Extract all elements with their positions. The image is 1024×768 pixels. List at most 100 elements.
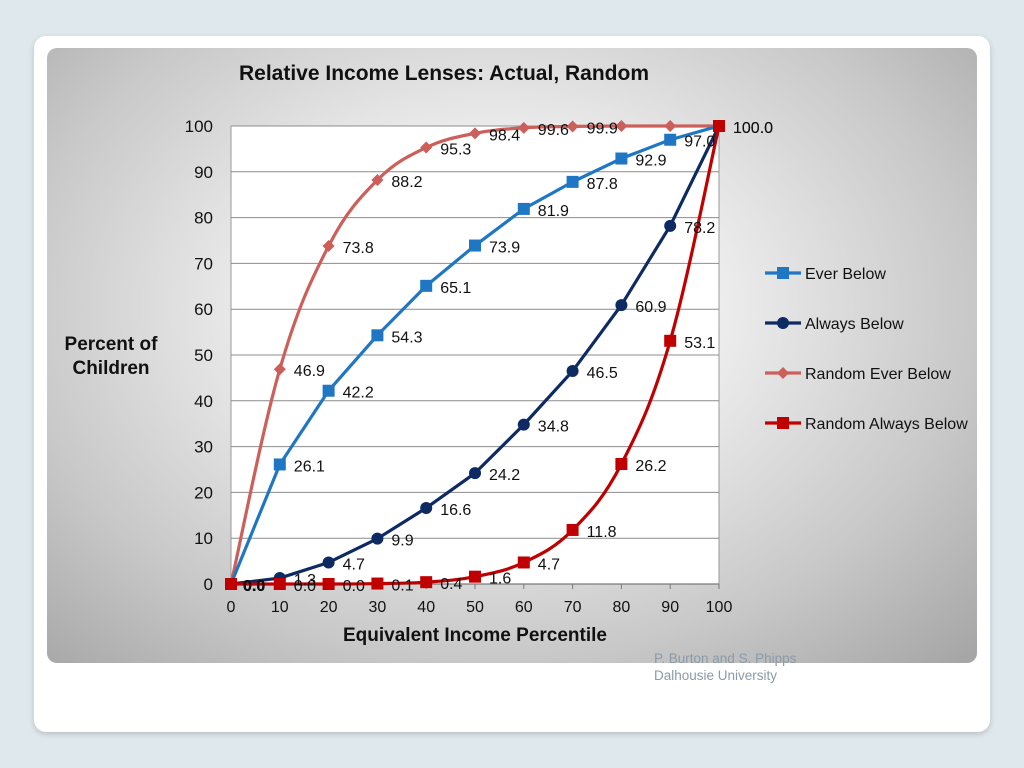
legend-marker-always-below (777, 317, 789, 329)
point-random-ever-below-20 (322, 239, 335, 252)
point-random-always-below-70 (566, 523, 579, 536)
point-random-ever-below-80 (615, 120, 628, 132)
data-label-random-always-below-60: 4.7 (538, 556, 560, 573)
data-label-random-ever-below-50: 98.4 (489, 127, 520, 144)
y-axis-label-line-2: Children (72, 358, 149, 379)
x-tick-label-0: 0 (227, 599, 236, 616)
chart-title: Relative Income Lenses: Actual, Random (239, 62, 649, 85)
data-label-ever-below-50: 73.9 (489, 240, 520, 257)
line-chart: 0 10 20 30 40 50 60 70 80 90 100 0 10 20 30 40 50 60 70 80 9… (65, 62, 969, 646)
y-tick-label-60: 60 (194, 300, 213, 319)
x-tick-label-80: 80 (613, 599, 631, 616)
point-always-below-60 (517, 418, 530, 431)
point-random-ever-below-10 (273, 363, 286, 376)
data-label-always-below-60: 34.8 (538, 419, 569, 436)
y-tick-label-30: 30 (194, 438, 213, 457)
point-random-ever-below-70 (566, 120, 579, 133)
point-always-below-30 (371, 532, 384, 545)
y-tick-label-80: 80 (194, 209, 213, 228)
data-label-always-below-70: 46.5 (587, 365, 618, 382)
data-label-ever-below-20: 42.2 (343, 385, 374, 402)
point-random-always-below-30 (371, 577, 384, 590)
y-tick-label-20: 20 (194, 483, 213, 502)
data-label-ever-below-90: 97.0 (684, 134, 715, 151)
data-label-random-always-below-70: 11.8 (587, 524, 617, 541)
y-axis-label-line-1: Percent of (65, 334, 159, 355)
y-tick-label-100: 100 (185, 117, 213, 136)
point-random-always-below-90 (664, 334, 677, 347)
point-ever-below-80 (615, 152, 628, 165)
x-tick-label-90: 90 (661, 599, 679, 616)
slide: 0 10 20 30 40 50 60 70 80 90 100 0 10 20 30 40 50 60 70 80 9… (34, 36, 990, 732)
point-random-always-below-80 (615, 458, 628, 471)
y-tick-label-10: 10 (194, 529, 213, 548)
x-axis-label: Equivalent Income Percentile (343, 625, 607, 646)
y-tick-label-50: 50 (194, 346, 213, 365)
x-tick-label-40: 40 (417, 599, 435, 616)
data-label-random-always-below-50: 1.6 (489, 571, 511, 588)
point-random-always-below-40 (420, 576, 433, 589)
data-label-always-below-0: 0.0 (243, 578, 265, 595)
x-tick-label-70: 70 (564, 599, 582, 616)
point-random-ever-below-30 (371, 174, 384, 187)
data-label-ever-below-0: 0.0 (243, 578, 265, 595)
point-ever-below-30 (371, 329, 384, 342)
legend-label-random-always-below: Random Always Below (805, 416, 968, 433)
point-ever-below-50 (469, 239, 481, 252)
point-random-always-below-10 (273, 578, 286, 590)
x-tick-label-50: 50 (466, 599, 484, 616)
data-label-always-below-20: 4.7 (343, 556, 365, 573)
point-ever-below-20 (322, 384, 335, 397)
point-random-always-below-20 (322, 578, 335, 590)
data-label-random-ever-below-40: 95.3 (440, 142, 471, 159)
data-label-ever-below-70: 87.8 (587, 176, 618, 193)
data-label-random-ever-below-70: 99.9 (587, 120, 618, 137)
point-ever-below-90 (664, 133, 677, 146)
point-random-always-below-100 (713, 120, 725, 132)
point-always-below-50 (469, 467, 481, 480)
data-label-ever-below-10: 26.1 (294, 458, 325, 475)
legend-label-always-below: Always Below (805, 316, 904, 333)
legend-marker-random-ever-below (777, 367, 789, 379)
data-label-ever-below-60: 81.9 (538, 203, 569, 220)
point-always-below-90 (664, 219, 677, 232)
data-label-random-ever-below-60: 99.6 (538, 122, 569, 139)
x-tick-label-100: 100 (706, 599, 733, 616)
point-random-ever-below-40 (420, 141, 433, 154)
legend-label-random-ever-below: Random Ever Below (805, 366, 951, 383)
x-tick-label-30: 30 (369, 599, 387, 616)
point-ever-below-70 (566, 175, 579, 188)
data-label-ever-below-40: 65.1 (440, 280, 471, 297)
data-label-random-always-below-80: 26.2 (635, 458, 666, 475)
footer-affiliation: Dalhousie University (654, 668, 778, 683)
footer-authors: P. Burton and S. Phipps (654, 651, 797, 666)
x-tick-label-10: 10 (271, 599, 289, 616)
legend-marker-ever-below (777, 267, 789, 279)
data-label-random-always-below-30: 0.1 (391, 578, 413, 595)
x-tick-label-20: 20 (320, 599, 338, 616)
data-label-random-always-below-100: 100.0 (733, 120, 773, 137)
data-label-random-always-below-40: 0.4 (440, 576, 462, 593)
data-label-random-ever-below-20: 73.8 (343, 240, 374, 257)
point-always-below-40 (420, 501, 433, 514)
data-label-ever-below-100: 100.0 (733, 120, 773, 137)
data-label-random-always-below-20: 0.0 (343, 578, 365, 595)
y-tick-label-90: 90 (194, 163, 213, 182)
legend-marker-random-always-below (777, 417, 789, 429)
data-label-always-below-50: 24.2 (489, 467, 520, 484)
point-ever-below-60 (517, 202, 530, 215)
point-always-below-20 (322, 556, 335, 569)
data-label-random-always-below-90: 53.1 (684, 335, 715, 352)
data-label-random-always-below-10: 0.0 (294, 578, 316, 595)
data-label-random-ever-below-30: 88.2 (391, 174, 422, 191)
point-random-ever-below-60 (517, 121, 530, 134)
point-random-always-below-50 (469, 570, 481, 583)
data-label-random-ever-below-0: 0.0 (243, 578, 265, 595)
data-label-random-always-below-0: 0.0 (243, 578, 265, 595)
point-ever-below-40 (420, 279, 433, 292)
point-random-ever-below-50 (469, 127, 481, 140)
data-label-always-below-10: 1.3 (294, 572, 316, 589)
data-label-always-below-30: 9.9 (391, 533, 413, 550)
y-tick-label-70: 70 (194, 254, 213, 273)
x-tick-label-60: 60 (515, 599, 533, 616)
